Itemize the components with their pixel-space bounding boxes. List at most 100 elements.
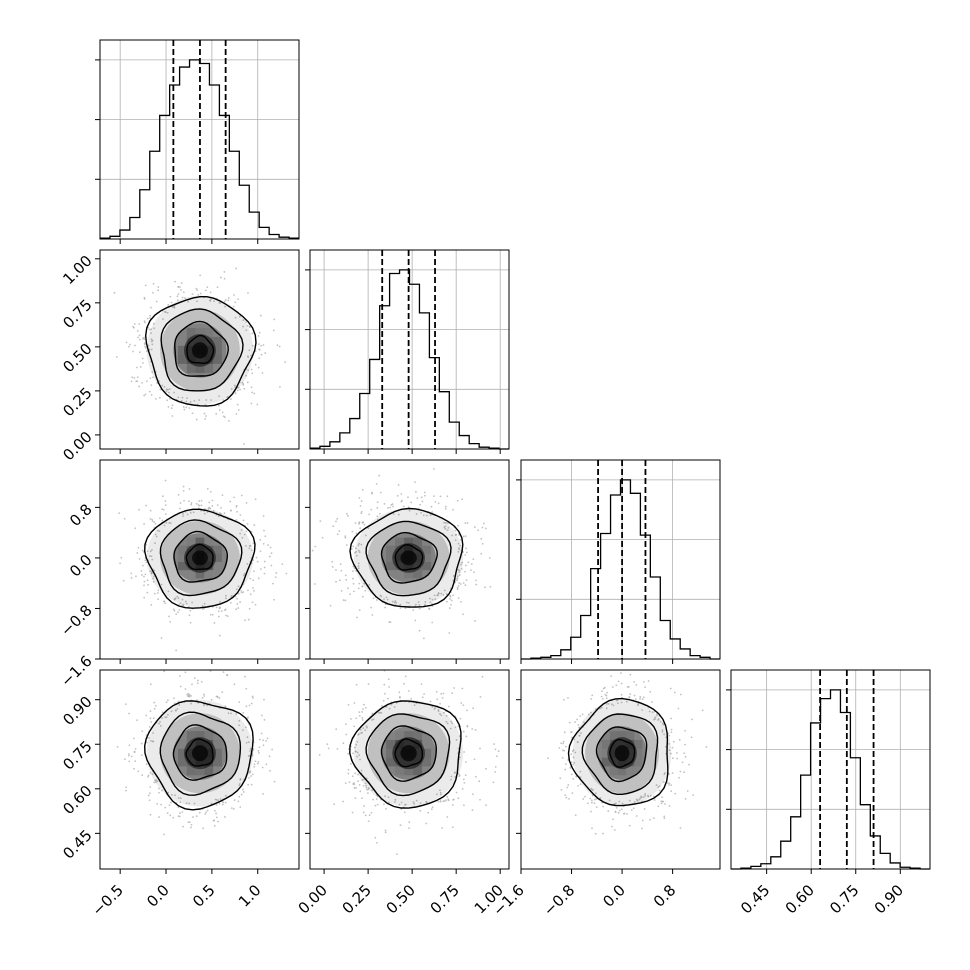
density-pixel (404, 570, 414, 579)
scatter-point (189, 609, 192, 612)
scatter-point (263, 698, 265, 701)
scatter-point (220, 610, 223, 612)
scatter-point (668, 772, 670, 775)
scatter-point (174, 794, 176, 797)
scatter-point (246, 324, 249, 327)
scatter-point (590, 801, 593, 804)
panel-frame (99, 39, 300, 240)
scatter-point (159, 388, 162, 391)
scatter-point (363, 582, 366, 585)
density-pixel (204, 570, 213, 578)
scatter-point (454, 539, 457, 542)
scatter-point (247, 618, 250, 621)
scatter-point (116, 745, 119, 748)
scatter-point (163, 385, 166, 388)
scatter-point (205, 811, 207, 814)
panel-frame (309, 249, 510, 450)
scatter-point (579, 770, 582, 773)
scatter-point (173, 609, 176, 612)
scatter-point (371, 492, 374, 495)
scatter-point (574, 814, 577, 817)
scatter-point (132, 325, 135, 328)
scatter-point (226, 395, 229, 398)
scatter-point (668, 749, 671, 752)
scatter-point (439, 800, 442, 803)
scatter-point (256, 560, 259, 563)
scatter-point (152, 732, 154, 734)
scatter-point (660, 800, 663, 803)
scatter-point (368, 513, 371, 516)
scatter-point (198, 399, 201, 401)
scatter-point (458, 582, 461, 584)
scatter-point (133, 377, 136, 379)
scatter-point (136, 552, 139, 554)
scatter-point (659, 720, 662, 723)
scatter-point (252, 589, 255, 592)
scatter-point (455, 739, 458, 741)
density-pixel (186, 766, 196, 776)
scatter-point (356, 616, 358, 619)
scatter-point (134, 527, 137, 530)
scatter-point (442, 692, 445, 695)
scatter-point (137, 336, 139, 339)
scatter-point (668, 805, 671, 807)
scatter-point (375, 841, 378, 844)
scatter-point (460, 600, 462, 603)
scatter-point (198, 504, 201, 507)
scatter-point (224, 705, 227, 708)
scatter-point (397, 484, 400, 486)
scatter-point (146, 741, 148, 744)
scatter-point (344, 574, 347, 577)
scatter-point (196, 682, 199, 685)
scatter-point (634, 698, 637, 701)
scatter-point (181, 811, 184, 813)
scatter-point (185, 802, 188, 805)
scatter-point (688, 763, 690, 766)
scatter-point (185, 400, 188, 403)
scatter-point (459, 538, 462, 541)
scatter-point (158, 530, 161, 533)
scatter-point (386, 598, 389, 601)
scatter-point (148, 737, 150, 739)
scatter-point (647, 794, 649, 797)
scatter-point (345, 544, 348, 546)
scatter-point (148, 799, 151, 802)
scatter-point (569, 767, 572, 769)
scatter-point (177, 700, 180, 703)
scatter-point (144, 573, 147, 576)
scatter-point (176, 708, 179, 710)
scatter-point (601, 690, 603, 693)
scatter-point (594, 832, 597, 835)
contour-line (185, 543, 214, 571)
scatter-point (147, 794, 150, 797)
scatter-point (138, 334, 141, 337)
scatter-point (181, 598, 184, 601)
scatter-point (253, 524, 256, 526)
x-tick-label: −0.8 (540, 881, 578, 919)
scatter-point (612, 704, 615, 707)
scatter-point (340, 569, 343, 572)
scatter-point (167, 590, 170, 593)
scatter-panel-0-2 (95, 459, 300, 664)
scatter-point (494, 770, 497, 773)
scatter-point (352, 545, 355, 548)
scatter-point (251, 773, 254, 776)
scatter-point (250, 702, 253, 705)
scatter-point (446, 816, 449, 818)
density-pixel (186, 363, 196, 373)
density-pixel (178, 545, 187, 554)
scatter-point (458, 534, 460, 536)
density-pixel (618, 757, 627, 767)
scatter-point (471, 809, 474, 811)
scatter-point (206, 487, 209, 490)
scatter-point (620, 701, 623, 704)
scatter-point (363, 703, 365, 706)
density-pixel (386, 739, 396, 749)
scatter-point (156, 529, 159, 532)
scatter-point (251, 345, 254, 347)
scatter-point (248, 547, 251, 550)
density-fill (400, 550, 417, 566)
density-pixel (386, 757, 396, 767)
scatter-point (219, 302, 222, 304)
